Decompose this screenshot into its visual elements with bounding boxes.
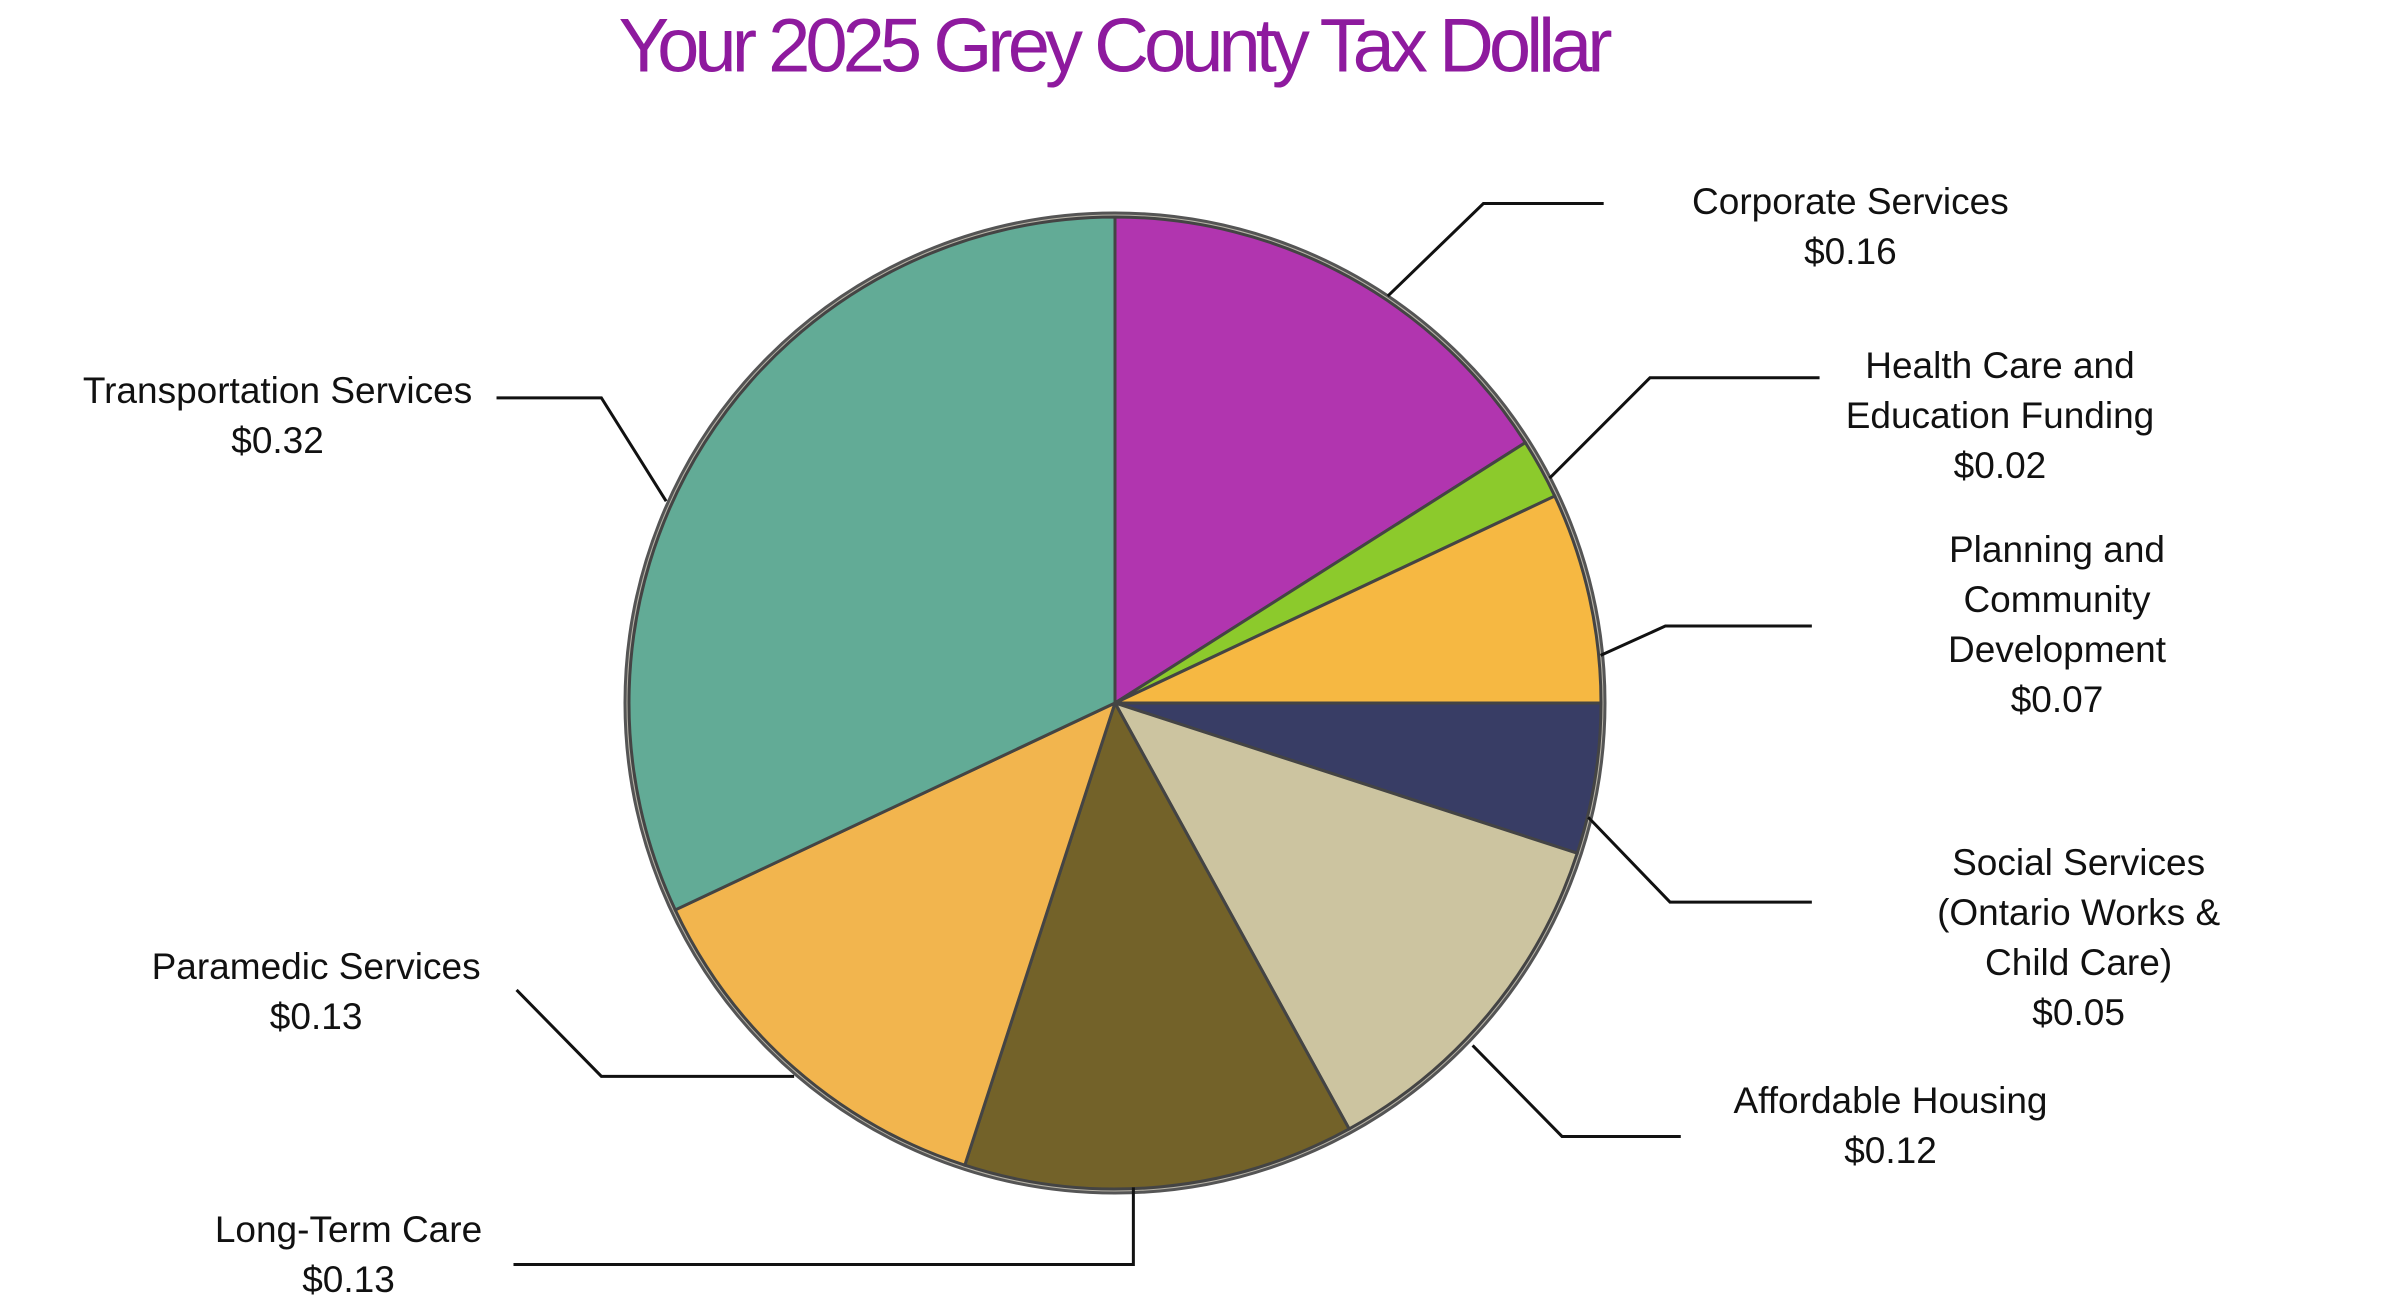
value-label: $0.02 xyxy=(1953,445,2047,487)
slice-label: Paramedic Services $0.13 xyxy=(152,942,481,1042)
category-name: Transportation Services xyxy=(82,370,473,412)
value-label: $0.13 xyxy=(302,1259,395,1301)
leader-line xyxy=(1587,816,1812,904)
slice-label: Corporate Services $0.16 xyxy=(1692,177,2009,277)
pie-slice xyxy=(673,700,1118,1168)
leader-line xyxy=(1599,624,1812,657)
leader-line xyxy=(515,988,795,1078)
leader-line xyxy=(1548,376,1820,480)
category-name: Corporate Services xyxy=(1692,180,2009,222)
pie-slice xyxy=(1114,494,1603,705)
value-label: $0.05 xyxy=(2032,991,2125,1033)
pie-slice xyxy=(962,699,1352,1191)
pie-slice xyxy=(1111,700,1580,1131)
leader-line xyxy=(513,1187,1135,1266)
value-label: $0.07 xyxy=(2010,678,2104,720)
category-name: Affordable Housing xyxy=(1733,1079,2048,1121)
value-label: $0.13 xyxy=(269,995,363,1037)
pie-slice xyxy=(1114,701,1603,856)
pie-slice xyxy=(627,215,1117,912)
value-label: $0.16 xyxy=(1804,230,1897,272)
category-name: Long-Term Care xyxy=(214,1209,483,1251)
category-name: Social Services (Ontario Works & Child C… xyxy=(1937,841,2221,983)
leader-line xyxy=(496,396,668,502)
slice-label: Transportation Services $0.32 xyxy=(83,366,472,466)
leader-line xyxy=(1471,1044,1681,1138)
value-label: $0.12 xyxy=(1844,1129,1937,1171)
leader-line xyxy=(1386,202,1604,298)
slice-label: Affordable Housing $0.12 xyxy=(1733,1076,2047,1176)
chart-title: Your 2025 Grey County Tax Dollar xyxy=(618,3,1612,89)
category-name: Paramedic Services xyxy=(151,945,481,987)
slice-label: Planning and Community Development $0.07 xyxy=(1891,525,2224,725)
pie-slice xyxy=(1113,215,1528,706)
slice-label: Social Services (Ontario Works & Child C… xyxy=(1923,838,2234,1038)
category-name: Planning and Community Development xyxy=(1948,528,2167,670)
value-label: $0.32 xyxy=(231,420,324,462)
slice-label: Long-Term Care $0.13 xyxy=(215,1205,482,1305)
category-name: Health Care and Education Funding xyxy=(1845,345,2155,437)
slice-label: Health Care and Education Funding $0.02 xyxy=(1846,341,2155,491)
